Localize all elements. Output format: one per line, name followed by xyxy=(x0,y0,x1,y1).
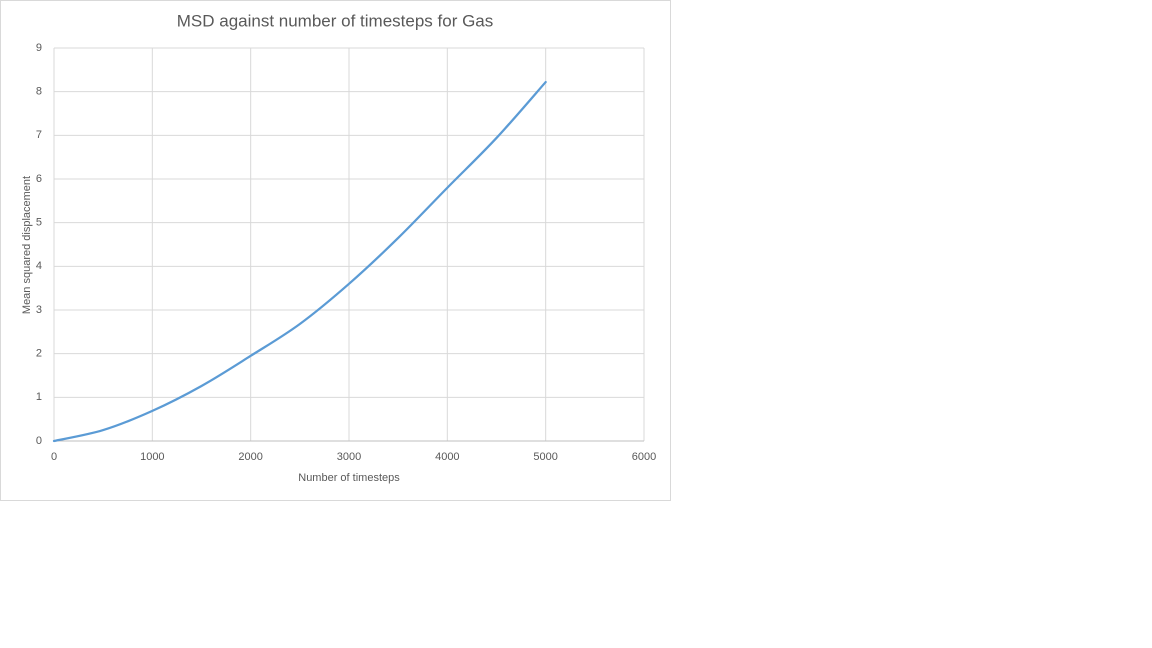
x-tick-label: 4000 xyxy=(435,451,459,463)
y-tick-label: 7 xyxy=(36,129,42,141)
y-axis-title: Mean squared displacement xyxy=(21,176,33,314)
chart-title: MSD against number of timesteps for Gas xyxy=(177,11,494,30)
x-axis-title: Number of timesteps xyxy=(298,472,400,484)
y-tick-label: 8 xyxy=(36,86,42,98)
y-tick-label: 0 xyxy=(36,435,42,447)
x-tick-label: 0 xyxy=(51,451,57,463)
y-tick-label: 9 xyxy=(36,42,42,54)
y-tick-label: 1 xyxy=(36,391,42,403)
data-line xyxy=(52,80,547,443)
x-tick-label: 6000 xyxy=(632,451,656,463)
chart-border xyxy=(0,0,671,501)
y-tick-label: 2 xyxy=(36,348,42,360)
y-tick-label: 4 xyxy=(36,260,42,272)
x-tick-label: 1000 xyxy=(140,451,164,463)
y-tick-label: 5 xyxy=(36,217,42,229)
x-tick-label: 3000 xyxy=(337,451,361,463)
x-tick-label: 2000 xyxy=(238,451,262,463)
y-tick-label: 6 xyxy=(36,173,42,185)
x-tick-label: 5000 xyxy=(533,451,557,463)
y-tick-label: 3 xyxy=(36,304,42,316)
